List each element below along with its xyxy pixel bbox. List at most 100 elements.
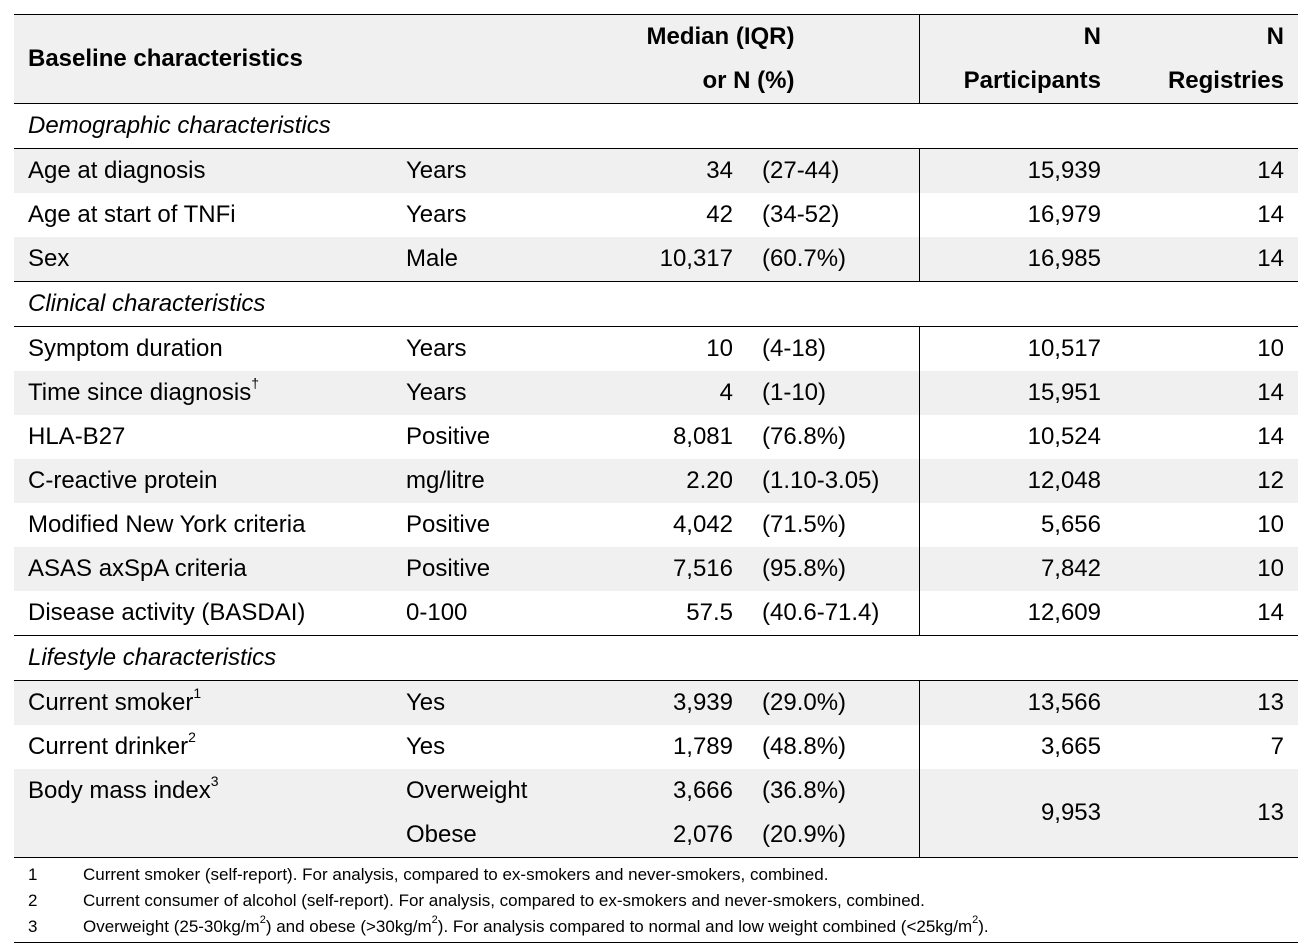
row-unit: Positive xyxy=(392,547,589,591)
row-unit: Years xyxy=(392,371,589,415)
row-registries: 14 xyxy=(1257,201,1284,228)
table-row: Symptom duration Years 10 (4-18) 10,517 … xyxy=(14,326,1298,371)
row-participants: 16,985 xyxy=(918,237,1117,282)
row-registries: 12 xyxy=(1117,459,1298,503)
superscript-2: 2 xyxy=(431,914,438,927)
row-unit: Years xyxy=(392,148,589,193)
header-n-registries: N Registries xyxy=(1117,14,1298,104)
row-unit: Obese xyxy=(392,813,589,858)
row-range: (1-10) xyxy=(747,371,919,415)
row-value: 2,076 xyxy=(589,813,747,858)
row-value: 1,789 xyxy=(672,733,733,760)
row-participants: 15,951 xyxy=(918,371,1117,415)
superscript-2: 2 xyxy=(259,914,266,927)
header-registries-line2: Registries xyxy=(1167,67,1284,94)
row-unit: mg/litre xyxy=(392,459,589,503)
baseline-table-container: Baseline characteristics Median (IQR) or… xyxy=(14,14,1298,943)
row-registries: 7 xyxy=(1270,733,1284,760)
row-range: (36.8%) xyxy=(747,769,919,813)
row-range: (48.8%) xyxy=(762,733,847,760)
footnote-number: 2 xyxy=(28,891,38,910)
row-value: 2.20 xyxy=(589,459,747,503)
header-median-iqr: Median (IQR) or N (%) xyxy=(589,14,919,104)
row-label: Disease activity (BASDAI) xyxy=(14,591,392,636)
row-range: (76.8%) xyxy=(762,423,847,450)
footnote-marker: 3 xyxy=(210,773,219,789)
table-row: Sex Male 10,317 (60.7%) 16,985 14 xyxy=(14,237,1298,282)
footnote-text-a: Overweight (25-30kg/m xyxy=(83,917,260,936)
table-row: Modified New York criteria Positive 4,04… xyxy=(14,503,1298,547)
row-registries: 14 xyxy=(1257,423,1284,450)
row-range: (27-44) xyxy=(747,148,919,193)
row-value: 4,042 xyxy=(672,511,733,538)
row-value: 8,081 xyxy=(672,423,733,450)
footnote-text: Current smoker (self-report). For analys… xyxy=(83,865,829,884)
row-label: Current drinker xyxy=(28,733,189,760)
header-median-line1: Median (IQR) xyxy=(646,23,795,50)
header-participants-line2: Participants xyxy=(963,67,1101,94)
table-row: Current smoker1 Yes 3,939 (29.0%) 13,566… xyxy=(14,680,1298,725)
footnote-3: 3 Overweight (25-30kg/m2) and obese (>30k… xyxy=(14,914,1298,940)
table-row: Age at diagnosis Years 34 (27-44) 15,939… xyxy=(14,148,1298,193)
section-title: Demographic characteristics xyxy=(14,103,1298,149)
row-label-cell: Time since diagnosis† xyxy=(14,371,392,415)
row-label-cell: Current smoker1 xyxy=(14,680,392,725)
row-participants: 7,842 xyxy=(918,547,1117,591)
row-label-empty xyxy=(14,813,392,858)
row-unit: Positive xyxy=(406,511,491,538)
header-median-line2: or N (%) xyxy=(702,67,795,94)
header-registries-line1: N xyxy=(1266,23,1284,50)
row-range: (29.0%) xyxy=(747,680,919,725)
row-unit: Overweight xyxy=(392,769,589,813)
row-registries: 14 xyxy=(1117,237,1298,282)
row-range: (40.6-71.4) xyxy=(747,591,919,636)
row-label: Age at diagnosis xyxy=(14,148,392,193)
row-participants: 12,609 xyxy=(918,591,1117,636)
footnote-marker: 1 xyxy=(193,685,202,701)
row-registries: 14 xyxy=(1117,371,1298,415)
row-registries: 10 xyxy=(1257,335,1284,362)
row-registries: 10 xyxy=(1117,547,1298,591)
section-title: Lifestyle characteristics xyxy=(14,635,1298,681)
table-row: Disease activity (BASDAI) 0-100 57.5 (40… xyxy=(14,591,1298,636)
footnote-1: 1 Current smoker (self-report). For analy… xyxy=(14,862,1298,888)
row-range: (60.7%) xyxy=(747,237,919,282)
row-label: Sex xyxy=(14,237,392,282)
row-registries: 13 xyxy=(1117,769,1298,858)
row-participants: 10,524 xyxy=(918,415,1117,459)
table-header-row: Baseline characteristics Median (IQR) or… xyxy=(14,14,1298,104)
table-row: HLA-B27 Positive 8,081 (76.8%) 10,524 14 xyxy=(14,415,1298,459)
section-row-clinical: Clinical characteristics xyxy=(14,281,1298,327)
row-unit: Yes xyxy=(392,680,589,725)
row-range: (95.8%) xyxy=(747,547,919,591)
row-label-cell: Body mass index3 xyxy=(14,769,392,813)
row-participants: 16,979 xyxy=(918,193,1117,237)
row-unit: Years xyxy=(406,335,467,362)
row-label-cell: Current drinker2 xyxy=(14,725,392,769)
table-row: Body mass index3 Overweight 3,666 (36.8%… xyxy=(14,769,1298,858)
row-unit: Male xyxy=(392,237,589,282)
footnote-text-b: ) and obese (>30kg/m xyxy=(265,917,432,936)
row-range: (4-18) xyxy=(762,335,827,362)
footnote-text-d: ). xyxy=(978,917,989,936)
superscript-2: 2 xyxy=(972,914,979,927)
row-value: 42 xyxy=(706,201,733,228)
row-label: Age at start of TNFi xyxy=(28,201,236,228)
footnote-2: 2 Current consumer of alcohol (self-repor… xyxy=(14,888,1298,914)
row-value: 57.5 xyxy=(589,591,747,636)
row-label: ASAS axSpA criteria xyxy=(14,547,392,591)
row-participants: 10,517 xyxy=(918,326,1117,371)
footnote-marker: 2 xyxy=(188,729,196,745)
section-row-demographic: Demographic characteristics xyxy=(14,103,1298,149)
row-range: (34-52) xyxy=(762,201,840,228)
row-unit: 0-100 xyxy=(392,591,589,636)
row-range: (71.5%) xyxy=(762,511,847,538)
row-registries: 14 xyxy=(1117,591,1298,636)
row-value: 7,516 xyxy=(589,547,747,591)
row-range: (20.9%) xyxy=(747,813,919,858)
table-row: Time since diagnosis† Years 4 (1-10) 15,… xyxy=(14,371,1298,415)
row-range: (1.10-3.05) xyxy=(747,459,919,503)
row-unit: Positive xyxy=(406,423,491,450)
row-participants: 9,953 xyxy=(918,769,1117,858)
row-participants: 5,656 xyxy=(918,503,1117,547)
